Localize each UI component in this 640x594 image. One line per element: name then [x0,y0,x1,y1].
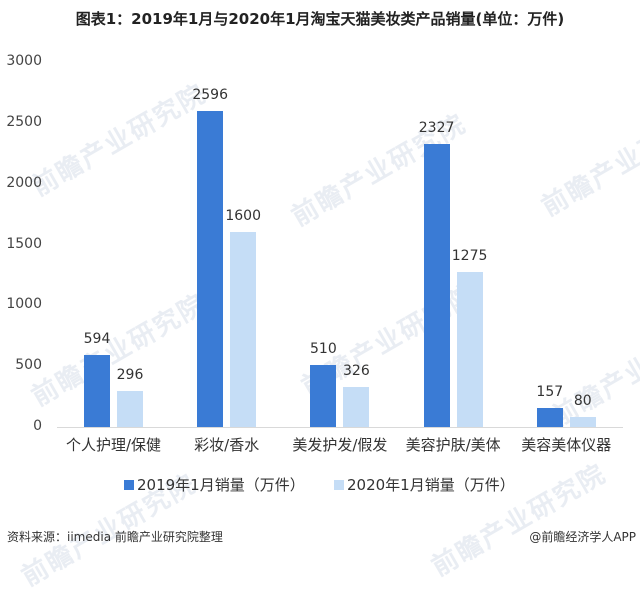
legend-item-2019: 2019年1月销量（万件） [124,474,305,495]
data-label: 1275 [451,247,488,264]
x-axis-line [57,427,623,428]
data-label: 2596 [192,87,228,104]
legend-swatch-2020 [334,479,344,490]
legend-item-2020: 2020年1月销量（万件） [334,474,515,495]
legend-swatch-2019 [124,479,134,490]
chart-title: 图表1：2019年1月与2020年1月淘宝天猫美妆类产品销量(单位：万件) [75,10,565,28]
data-label: 326 [343,363,370,380]
bar-2020 [343,387,370,427]
bar-2020 [569,417,596,427]
legend-label-2019: 2019年1月销量（万件） [137,476,305,494]
legend-label-2020: 2020年1月销量（万件） [347,476,515,494]
y-tick-label: 1000 [6,296,42,313]
data-label: 157 [536,383,564,400]
data-label: 510 [310,340,337,357]
watermark-text: 前瞻产业研究院 [536,98,640,223]
source-note: 资料来源：iimedia 前瞻产业研究院整理 [7,530,223,544]
data-label: 2327 [418,119,455,136]
bar-2019 [423,143,450,427]
bar-2020 [117,390,143,427]
y-tick-label: 0 [33,418,42,434]
category-label: 美发护发/假发 [292,436,388,454]
y-tick-label: 500 [15,357,42,374]
y-tick-label: 2000 [6,174,42,191]
watermark-text: 前瞻产业研究院 [426,458,612,583]
data-label: 1600 [225,208,261,225]
category-label: 个人护理/保健 [65,436,162,454]
data-label: 296 [116,366,144,383]
y-tick-label: 1500 [6,235,42,252]
bar-2020 [456,271,483,427]
bar-2019 [536,407,563,427]
bar-2020 [230,232,257,427]
bar-2019 [197,111,224,427]
category-label: 美容护肤/美体 [405,436,501,454]
category-label: 美容美体仪器 [521,436,612,454]
bar-2019 [310,364,337,427]
credit-note: @前瞻经济学人APP [529,530,636,544]
y-tick-label: 2500 [6,113,42,130]
y-tick-label: 3000 [6,53,42,69]
data-label: 594 [83,330,111,347]
watermark-text: 前瞻产业研究院 [26,78,212,203]
bar-2019 [84,354,110,427]
category-label: 彩妆/香水 [194,436,260,454]
data-label: 80 [573,393,592,410]
